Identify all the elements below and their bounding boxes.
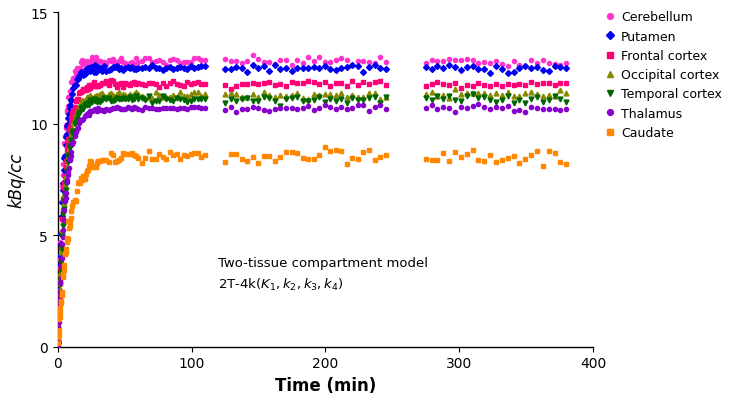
Occipital cortex <box>54 341 62 346</box>
Occipital cortex <box>64 150 73 154</box>
Putamen <box>194 66 203 71</box>
Putamen <box>200 64 209 69</box>
Thalamus <box>64 170 73 175</box>
Frontal cortex <box>57 230 66 235</box>
Cerebellum <box>200 59 209 63</box>
X-axis label: Time (min): Time (min) <box>275 376 376 394</box>
Temporal cortex <box>197 97 206 102</box>
Putamen <box>155 67 164 71</box>
Thalamus <box>54 342 62 347</box>
Cerebellum <box>194 57 203 61</box>
Caudate <box>194 151 203 156</box>
Thalamus <box>57 255 66 260</box>
Caudate <box>145 149 153 154</box>
Thalamus <box>197 107 206 111</box>
Caudate <box>155 152 164 156</box>
Occipital cortex <box>63 158 72 163</box>
Legend: Cerebellum, Putamen, Frontal cortex, Occipital cortex, Temporal cortex, Thalamus: Cerebellum, Putamen, Frontal cortex, Occ… <box>598 6 727 145</box>
Thalamus <box>112 105 121 110</box>
Text: Two-tissue compartment model: Two-tissue compartment model <box>219 256 429 269</box>
Cerebellum <box>64 95 73 100</box>
Occipital cortex <box>200 93 209 97</box>
Putamen <box>54 340 62 345</box>
Occipital cortex <box>176 90 185 95</box>
Line: Caudate: Caudate <box>56 149 207 346</box>
Cerebellum <box>155 58 164 63</box>
Temporal cortex <box>200 98 209 103</box>
Thalamus <box>194 105 203 110</box>
Occipital cortex <box>151 90 160 95</box>
Line: Cerebellum: Cerebellum <box>56 56 207 342</box>
Caudate <box>64 219 73 224</box>
Caudate <box>63 240 72 245</box>
Putamen <box>57 214 66 219</box>
Frontal cortex <box>63 146 72 150</box>
Putamen <box>148 63 156 68</box>
Cerebellum <box>54 338 62 342</box>
Line: Occipital cortex: Occipital cortex <box>55 90 208 346</box>
Frontal cortex <box>155 85 164 90</box>
Frontal cortex <box>197 82 206 87</box>
Temporal cortex <box>145 94 153 99</box>
Temporal cortex <box>194 97 203 102</box>
Frontal cortex <box>200 82 209 87</box>
Putamen <box>63 124 72 129</box>
Cerebellum <box>88 55 97 60</box>
Cerebellum <box>197 58 206 63</box>
Line: Temporal cortex: Temporal cortex <box>55 94 208 347</box>
Thalamus <box>155 107 164 112</box>
Cerebellum <box>57 200 66 205</box>
Occipital cortex <box>194 91 203 95</box>
Thalamus <box>63 178 72 183</box>
Y-axis label: kBq/cc: kBq/cc <box>7 152 25 208</box>
Frontal cortex <box>64 137 73 142</box>
Temporal cortex <box>64 155 73 160</box>
Frontal cortex <box>194 81 203 85</box>
Putamen <box>64 117 73 122</box>
Frontal cortex <box>106 78 115 83</box>
Line: Putamen: Putamen <box>56 64 207 344</box>
Line: Thalamus: Thalamus <box>56 105 207 347</box>
Temporal cortex <box>57 247 66 252</box>
Frontal cortex <box>54 340 62 345</box>
Putamen <box>197 64 206 69</box>
Occipital cortex <box>197 94 206 99</box>
Thalamus <box>200 107 209 111</box>
Temporal cortex <box>54 342 62 347</box>
Line: Frontal cortex: Frontal cortex <box>56 79 207 344</box>
Caudate <box>57 292 66 297</box>
Cerebellum <box>63 108 72 113</box>
Temporal cortex <box>63 169 72 174</box>
Temporal cortex <box>155 99 164 104</box>
Caudate <box>200 153 209 158</box>
Text: 2T-4k$(K_1, k_2, k_3, k_4)$: 2T-4k$(K_1, k_2, k_3, k_4)$ <box>219 277 344 293</box>
Caudate <box>54 341 62 346</box>
Occipital cortex <box>57 245 66 249</box>
Caudate <box>197 155 206 160</box>
